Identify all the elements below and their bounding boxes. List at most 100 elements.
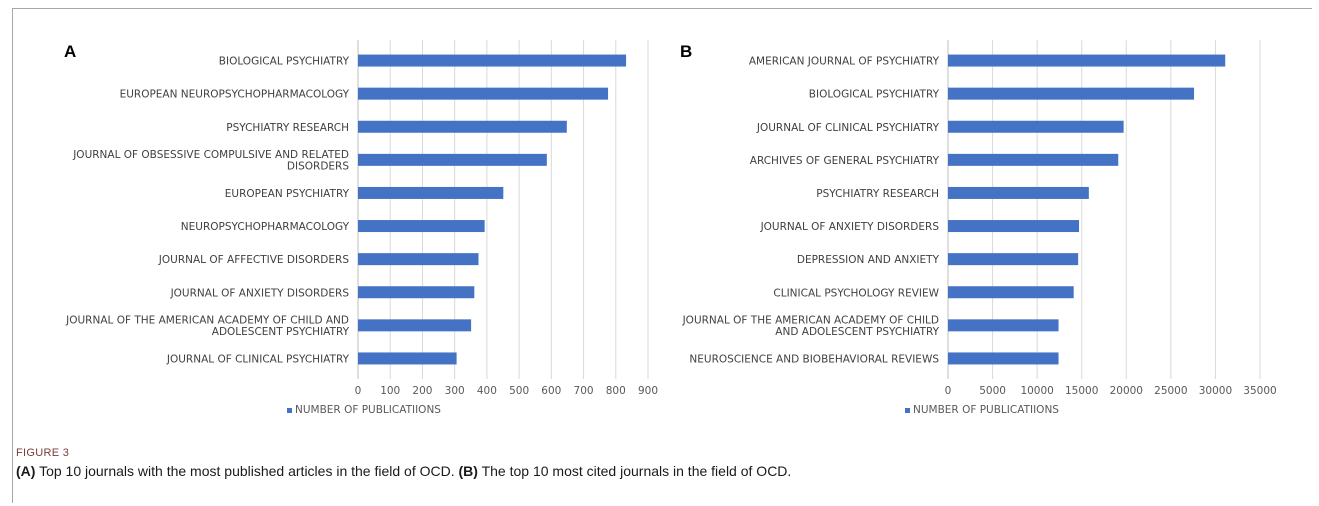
panel-letter-a: A <box>64 42 77 61</box>
bar-0-4 <box>358 186 504 199</box>
category-label-0-4: EUROPEAN PSYCHIATRY <box>225 188 350 200</box>
x-tick-label-1-7: 35000 <box>1243 385 1276 397</box>
x-tick-label-1-3: 15000 <box>1065 385 1098 397</box>
figure-frame <box>12 8 1312 503</box>
category-label-line-0-5-0: NEUROPSYCHOPHARMACOLOGY <box>181 221 350 233</box>
category-label-line-1-9-0: NEUROSCIENCE AND BIOBEHAVIORAL REVIEWS <box>689 353 939 365</box>
bar-1-5 <box>948 220 1080 233</box>
category-label-line-1-8-1: AND ADOLESCENT PSYCHIATRY <box>775 326 939 338</box>
bar-chart-a: BIOLOGICAL PSYCHIATRY EUROPEAN NEUROPSYCH… <box>65 40 658 397</box>
category-label-line-1-0-0: AMERICAN JOURNAL OF PSYCHIATRY <box>749 56 940 68</box>
chart-panel-a: A BIOLOGICAL PSYCHIATRY EUROPEAN NEUROPSY… <box>52 30 672 430</box>
x-tick-label-0-1: 100 <box>380 385 400 397</box>
x-tick-label-1-6: 30000 <box>1199 385 1232 397</box>
bar-chart-b: AMERICAN JOURNAL OF PSYCHIATRY BIOLOGICAL… <box>682 40 1277 397</box>
bar-1-2 <box>948 120 1124 133</box>
bar-1-9 <box>948 352 1059 365</box>
legend-label-a: NUMBER OF PUBLICATIIONS <box>295 404 441 416</box>
category-label-line-0-4-0: EUROPEAN PSYCHIATRY <box>225 188 350 200</box>
x-tick-label-0-8: 800 <box>606 385 626 397</box>
bar-0-6 <box>358 253 479 266</box>
category-label-line-1-3-0: ARCHIVES OF GENERAL PSYCHIATRY <box>750 155 940 167</box>
category-label-line-0-6-0: JOURNAL OF AFFECTIVE DISORDERS <box>158 254 350 266</box>
bar-0-1 <box>358 87 609 100</box>
category-label-line-1-5-0: JOURNAL OF ANXIETY DISORDERS <box>760 221 940 233</box>
category-label-line-0-0-0: BIOLOGICAL PSYCHIATRY <box>219 56 350 68</box>
legend-label-b: NUMBER OF PUBLICATIIONS <box>913 404 1059 416</box>
category-label-0-9: JOURNAL OF CLINICAL PSYCHIATRY <box>166 353 350 365</box>
category-label-line-0-8-0: JOURNAL OF THE AMERICAN ACADEMY OF CHILD… <box>65 315 349 327</box>
bar-1-1 <box>948 87 1195 100</box>
x-tick-label-0-6: 600 <box>541 385 561 397</box>
category-label-line-1-6-0: DEPRESSION AND ANXIETY <box>797 254 940 266</box>
bar-0-0 <box>358 54 627 67</box>
category-label-1-1: BIOLOGICAL PSYCHIATRY <box>809 89 940 101</box>
category-label-0-5: NEUROPSYCHOPHARMACOLOGY <box>181 221 350 233</box>
bar-1-0 <box>948 54 1226 67</box>
category-label-line-0-8-1: ADOLESCENT PSYCHIATRY <box>212 326 350 338</box>
category-label-0-8: JOURNAL OF THE AMERICAN ACADEMY OF CHILD… <box>65 315 349 339</box>
legend-a: NUMBER OF PUBLICATIIONS <box>287 404 441 416</box>
x-tick-label-0-4: 400 <box>477 385 497 397</box>
category-label-line-0-9-0: JOURNAL OF CLINICAL PSYCHIATRY <box>166 353 350 365</box>
category-label-1-3: ARCHIVES OF GENERAL PSYCHIATRY <box>750 155 940 167</box>
legend-swatch-a <box>287 407 292 413</box>
caption-a-text: Top 10 journals with the most published … <box>35 463 459 479</box>
x-tick-label-0-2: 200 <box>412 385 432 397</box>
caption-a-tag: (A) <box>16 463 36 479</box>
x-tick-label-0-3: 300 <box>445 385 465 397</box>
x-tick-label-0-0: 0 <box>355 385 362 397</box>
x-tick-label-1-5: 25000 <box>1154 385 1187 397</box>
category-label-line-1-4-0: PSYCHIATRY RESEARCH <box>816 188 939 200</box>
category-label-line-0-3-0: JOURNAL OF OBSESSIVE COMPULSIVE AND RELA… <box>72 149 349 161</box>
category-label-line-0-2-0: PSYCHIATRY RESEARCH <box>226 122 349 134</box>
category-label-1-2: JOURNAL OF CLINICAL PSYCHIATRY <box>756 122 940 134</box>
category-label-0-0: BIOLOGICAL PSYCHIATRY <box>219 56 350 68</box>
category-label-0-1: EUROPEAN NEUROPSYCHOPHARMACOLOGY <box>120 89 350 101</box>
bar-0-7 <box>358 286 475 299</box>
category-label-0-2: PSYCHIATRY RESEARCH <box>226 122 349 134</box>
category-label-line-1-7-0: CLINICAL PSYCHOLOGY REVIEW <box>773 287 939 299</box>
chart-panel-b: B AMERICAN JOURNAL OF PSYCHIATRY BIOLOGIC… <box>672 30 1302 430</box>
panel-letter-b: B <box>680 42 693 61</box>
bar-0-8 <box>358 319 472 332</box>
x-tick-label-1-0: 0 <box>945 385 952 397</box>
category-label-1-5: JOURNAL OF ANXIETY DISORDERS <box>760 221 940 233</box>
legend-b: NUMBER OF PUBLICATIIONS <box>905 404 1059 416</box>
category-label-line-1-1-0: BIOLOGICAL PSYCHIATRY <box>809 89 940 101</box>
caption-b-tag: (B) <box>458 463 478 479</box>
category-label-line-1-8-0: JOURNAL OF THE AMERICAN ACADEMY OF CHILD <box>682 315 939 327</box>
bar-0-5 <box>358 220 485 233</box>
caption-b-text: The top 10 most cited journals in the fi… <box>477 463 792 479</box>
category-label-line-0-1-0: EUROPEAN NEUROPSYCHOPHARMACOLOGY <box>120 89 350 101</box>
bar-0-9 <box>358 352 457 365</box>
category-label-0-3: JOURNAL OF OBSESSIVE COMPULSIVE AND RELA… <box>72 149 349 173</box>
category-label-1-0: AMERICAN JOURNAL OF PSYCHIATRY <box>749 56 940 68</box>
category-label-1-6: DEPRESSION AND ANXIETY <box>797 254 940 266</box>
category-label-1-7: CLINICAL PSYCHOLOGY REVIEW <box>773 287 939 299</box>
x-tick-label-0-7: 700 <box>574 385 594 397</box>
bar-1-3 <box>948 153 1119 166</box>
category-label-1-9: NEUROSCIENCE AND BIOBEHAVIORAL REVIEWS <box>689 353 939 365</box>
bar-1-4 <box>948 186 1089 199</box>
bar-0-3 <box>358 153 547 166</box>
category-label-0-6: JOURNAL OF AFFECTIVE DISORDERS <box>158 254 350 266</box>
legend-swatch-b <box>905 407 910 413</box>
bar-0-2 <box>358 120 567 133</box>
bar-1-8 <box>948 319 1059 332</box>
bar-1-7 <box>948 286 1074 299</box>
x-tick-label-1-2: 10000 <box>1020 385 1053 397</box>
category-label-line-0-3-1: DISORDERS <box>287 161 349 173</box>
bar-1-6 <box>948 253 1079 266</box>
category-label-0-7: JOURNAL OF ANXIETY DISORDERS <box>170 287 350 299</box>
category-label-line-0-7-0: JOURNAL OF ANXIETY DISORDERS <box>170 287 350 299</box>
category-label-line-1-2-0: JOURNAL OF CLINICAL PSYCHIATRY <box>756 122 940 134</box>
x-tick-label-0-9: 900 <box>638 385 658 397</box>
x-tick-label-1-4: 20000 <box>1110 385 1143 397</box>
x-tick-label-0-5: 500 <box>509 385 529 397</box>
x-tick-label-1-1: 5000 <box>979 385 1006 397</box>
figure-caption: (A) Top 10 journals with the most publis… <box>16 463 791 479</box>
category-label-1-4: PSYCHIATRY RESEARCH <box>816 188 939 200</box>
figure-label: FIGURE 3 <box>16 447 70 459</box>
category-label-1-8: JOURNAL OF THE AMERICAN ACADEMY OF CHILD… <box>682 315 940 339</box>
